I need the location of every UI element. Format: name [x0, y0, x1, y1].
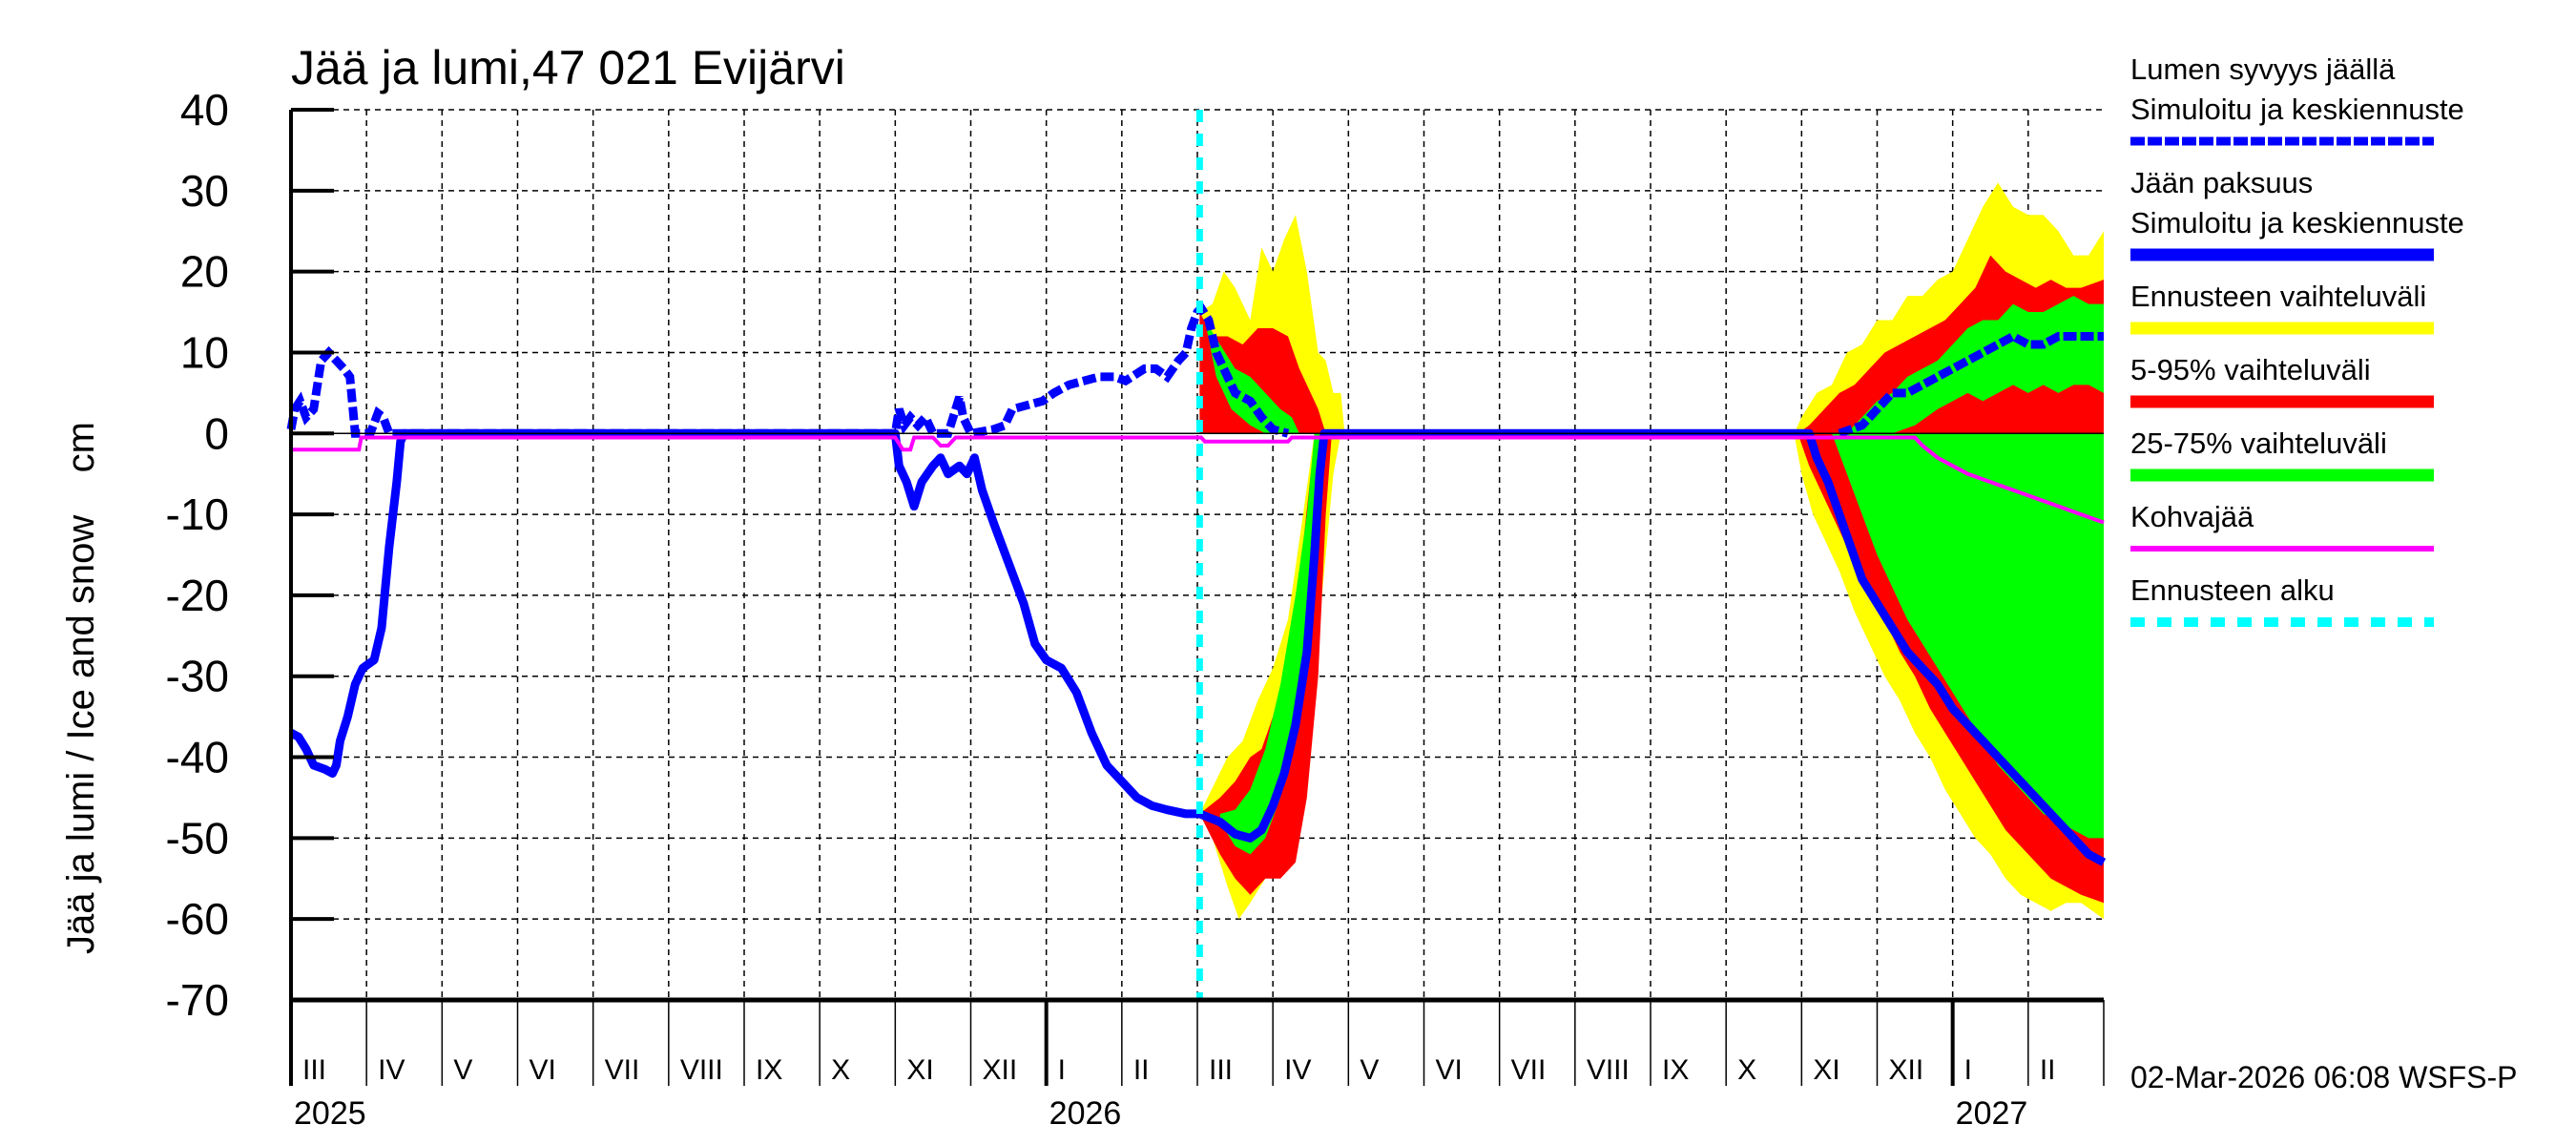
month-label: VI — [530, 1054, 556, 1086]
y-tick-labels: 40 30 20 10 0 -10 -20 -30 -40 -50 -60 -70 — [166, 85, 229, 1025]
month-label: I — [1058, 1054, 1066, 1086]
month-label: XI — [1813, 1054, 1839, 1086]
timestamp-footer: 02-Mar-2026 06:08 WSFS-P — [2130, 1060, 2518, 1094]
legend-item: Lumen syvyys jäällä Simuloitu ja keskienn… — [2130, 52, 2464, 146]
legend-label-sub: Simuloitu ja keskiennuste — [2130, 206, 2464, 239]
legend-label: Ennusteen vaihteluväli — [2130, 280, 2426, 313]
month-label: X — [831, 1054, 850, 1086]
month-label: XII — [983, 1054, 1018, 1086]
legend-label: Jään paksuus — [2130, 166, 2313, 199]
month-label: III — [302, 1054, 326, 1086]
legend-label: Ennusteen alku — [2130, 573, 2335, 607]
chart-title: Jää ja lumi,47 021 Evijärvi — [291, 41, 845, 94]
year-label: 2026 — [1049, 1095, 1122, 1132]
snow-depth-line — [286, 301, 1290, 439]
legend-item: Ennusteen vaihteluväli — [2130, 280, 2434, 335]
y-tick-label: -70 — [166, 975, 229, 1025]
band-25-75-vaihteluv-li — [1832, 433, 2104, 839]
band-25-75-vaihteluv-li — [1846, 296, 2104, 434]
legend-label: 25-75% vaihteluväli — [2130, 427, 2387, 460]
month-label: VII — [1511, 1054, 1547, 1086]
legend-item: 25-75% vaihteluväli — [2130, 427, 2434, 482]
month-label: I — [1964, 1054, 1972, 1086]
legend-label: 5-95% vaihteluväli — [2130, 353, 2371, 386]
month-label: VIII — [1587, 1054, 1630, 1086]
y-axis-label: Jää ja lumi / Ice and snow cm — [60, 422, 102, 954]
snow-depth-forecast-line — [1838, 331, 2104, 438]
month-label: X — [1737, 1054, 1756, 1086]
band-25-75-vaihteluv-li — [1219, 433, 1322, 855]
legend-label: Kohvajää — [2130, 500, 2254, 533]
y-tick-label: 20 — [180, 247, 229, 297]
legend: Lumen syvyys jäällä Simuloitu ja keskienn… — [2130, 52, 2464, 627]
y-tick-label: -60 — [166, 894, 229, 944]
y-tick-label: 40 — [180, 85, 229, 135]
y-tick-label: -30 — [166, 652, 229, 701]
forecast-bands — [1199, 182, 2104, 920]
band-5-95-vaihteluv-li — [1199, 433, 1332, 895]
y-tick-label: -20 — [166, 571, 229, 620]
month-label: IV — [378, 1054, 405, 1086]
month-label: V — [453, 1054, 472, 1086]
y-tick-label: -40 — [166, 733, 229, 782]
month-label: VI — [1436, 1054, 1463, 1086]
month-label: IX — [1662, 1054, 1689, 1086]
legend-item: Kohvajää — [2130, 500, 2434, 552]
legend-item: 5-95% vaihteluväli — [2130, 353, 2434, 408]
month-label: VIII — [680, 1054, 723, 1086]
y-tick-label: 30 — [180, 166, 229, 216]
month-label: III — [1209, 1054, 1233, 1086]
month-label: V — [1360, 1054, 1379, 1086]
legend-item: Jään paksuus Simuloitu ja keskiennuste — [2130, 166, 2464, 261]
month-label: II — [1133, 1054, 1150, 1086]
year-label: 2025 — [294, 1095, 366, 1132]
band-25-75-vaihteluv-li — [1204, 320, 1299, 434]
legend-label: Lumen syvyys jäällä — [2130, 52, 2396, 86]
y-tick-label: -10 — [166, 489, 229, 539]
slush-ice-line — [291, 435, 2105, 525]
month-label: VII — [605, 1054, 640, 1086]
x-tick-labels: III IV V VI VII VIII IX X XI XII I II III IV V VI VII VII… — [289, 1000, 2105, 1132]
month-label: IX — [756, 1054, 782, 1086]
y-tick-label: -50 — [166, 813, 229, 863]
month-label: XII — [1889, 1054, 1924, 1086]
legend-label-sub: Simuloitu ja keskiennuste — [2130, 93, 2464, 126]
month-label: IV — [1284, 1054, 1311, 1086]
y-tick-label: 10 — [180, 327, 229, 377]
month-label: II — [2040, 1054, 2056, 1086]
ice-thickness-line — [288, 428, 2107, 866]
series-lines — [286, 110, 2107, 1000]
y-tick-label: 0 — [204, 408, 229, 458]
legend-item: Ennusteen alku — [2130, 573, 2434, 627]
month-label: XI — [906, 1054, 933, 1086]
year-label: 2027 — [1956, 1095, 2028, 1132]
